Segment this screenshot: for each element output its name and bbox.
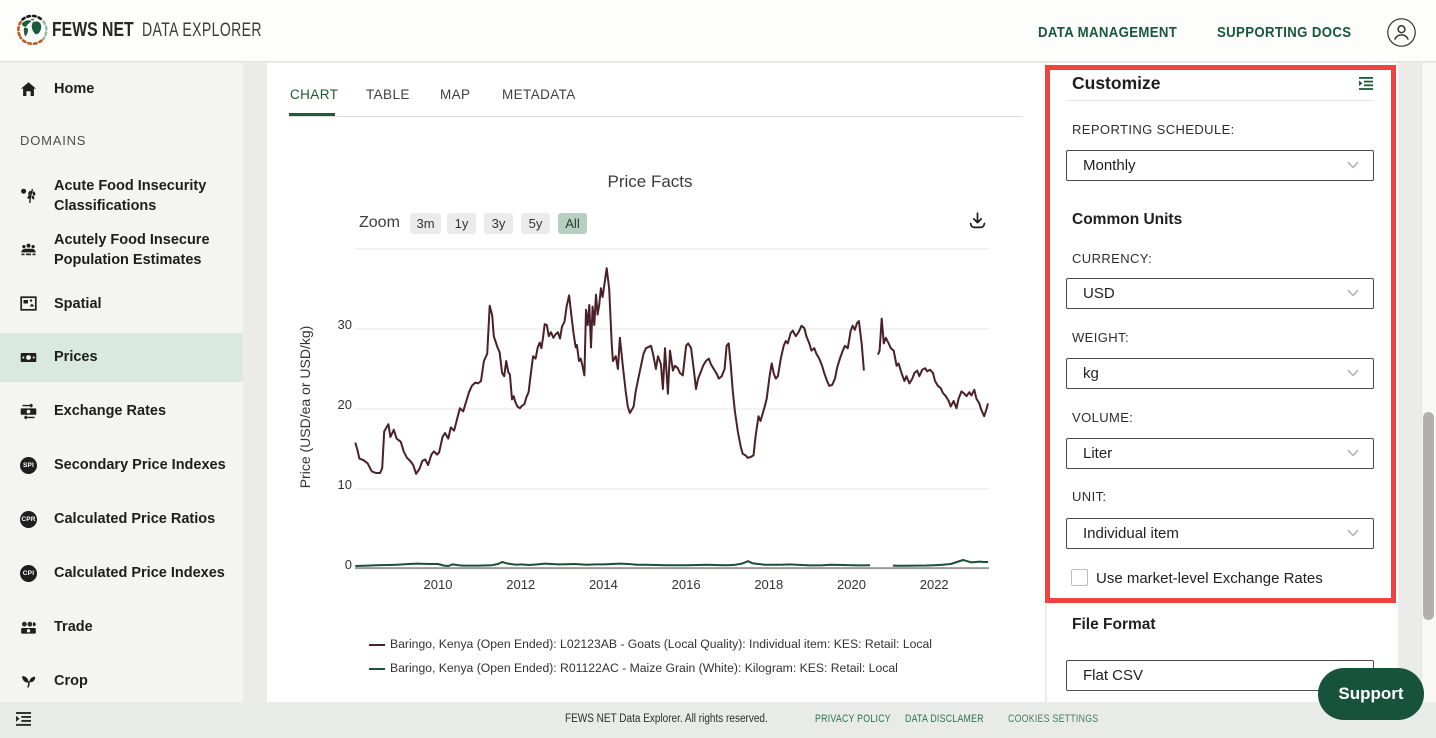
svg-text:2012: 2012 [506, 577, 535, 592]
svg-text:20: 20 [338, 397, 352, 412]
svg-text:2016: 2016 [672, 577, 701, 592]
svg-text:10: 10 [338, 477, 352, 492]
svg-text:2018: 2018 [754, 577, 783, 592]
svg-text:2022: 2022 [920, 577, 949, 592]
svg-text:Price (USD/ea or USD/kg): Price (USD/ea or USD/kg) [297, 326, 313, 489]
svg-text:2014: 2014 [589, 577, 618, 592]
svg-text:2010: 2010 [424, 577, 453, 592]
svg-text:0: 0 [345, 557, 352, 572]
svg-text:30: 30 [338, 317, 352, 332]
svg-text:2020: 2020 [837, 577, 866, 592]
